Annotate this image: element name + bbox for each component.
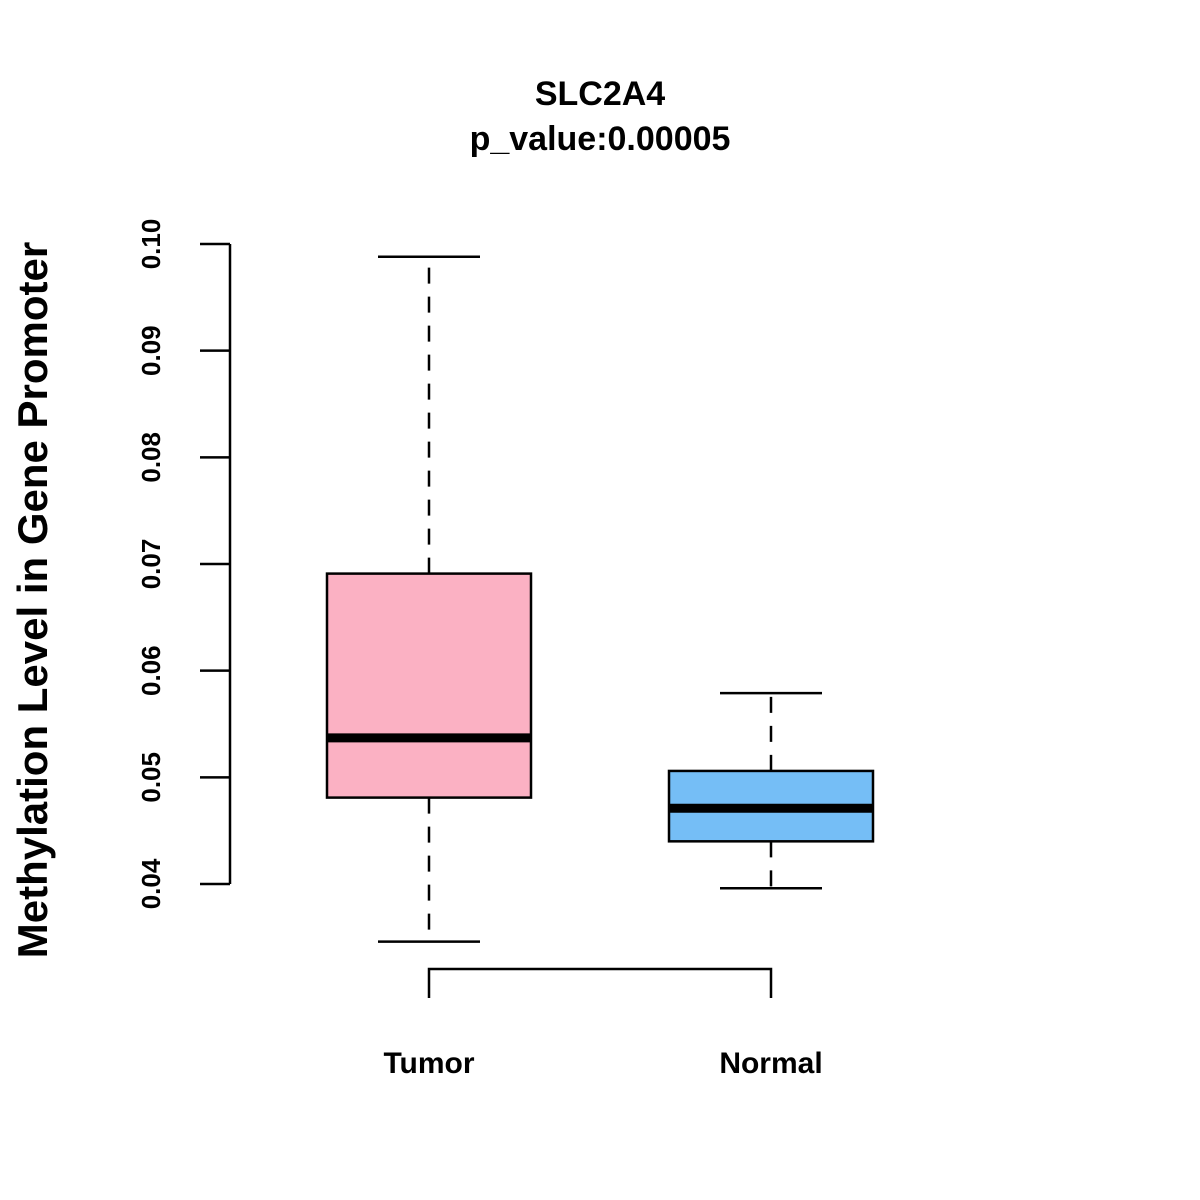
y-tick-label: 0.04 bbox=[136, 858, 166, 909]
y-tick-label: 0.09 bbox=[136, 325, 166, 376]
y-tick-label: 0.10 bbox=[136, 219, 166, 270]
x-label-normal: Normal bbox=[719, 1047, 822, 1080]
iqr-box bbox=[325, 572, 533, 799]
y-tick-label: 0.05 bbox=[136, 752, 166, 803]
y-tick-label: 0.07 bbox=[136, 539, 166, 590]
x-label-tumor: Tumor bbox=[383, 1047, 474, 1080]
chart-title: SLC2A4 bbox=[535, 75, 665, 113]
box-normal bbox=[667, 691, 875, 890]
comparison-bracket bbox=[427, 967, 773, 998]
boxes-layer bbox=[325, 255, 875, 943]
y-tick-label: 0.08 bbox=[136, 432, 166, 483]
y-axis: 0.04 0.05 0.06 0.07 0.08 0.09 0.10 bbox=[136, 219, 232, 909]
y-tick-label: 0.06 bbox=[136, 645, 166, 696]
y-axis-label: Methylation Level in Gene Promoter bbox=[9, 242, 56, 958]
chart-subtitle: p_value:0.00005 bbox=[470, 120, 731, 158]
box-tumor bbox=[325, 255, 533, 943]
bracket-line bbox=[427, 967, 773, 998]
x-axis-labels: Tumor Normal bbox=[383, 1047, 822, 1080]
